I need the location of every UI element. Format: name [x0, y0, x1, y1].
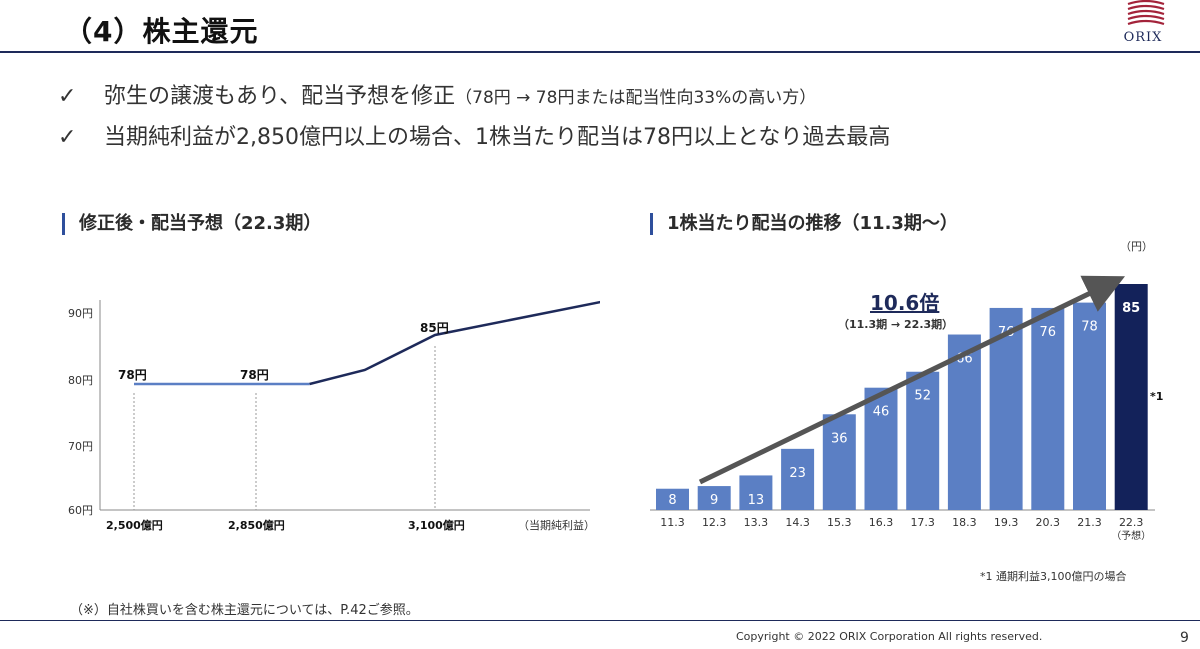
x-tick-label: 13.3: [744, 516, 769, 529]
unit-label: （円）: [1120, 240, 1153, 253]
x-tick-label: 17.3: [910, 516, 935, 529]
bar: [781, 448, 815, 510]
x-tick-sublabel: （予想）: [1111, 529, 1151, 542]
x-tick-label: 3,100億円: [408, 518, 465, 532]
x-tick-label: 21.3: [1077, 516, 1102, 529]
x-tick-label: 18.3: [952, 516, 977, 529]
bar-value-label: 76: [1040, 325, 1057, 340]
footer-divider: [0, 620, 1200, 621]
x-tick-label: 2,500億円: [106, 518, 163, 532]
x-tick-label: 19.3: [994, 516, 1019, 529]
bar: [1073, 302, 1106, 510]
footer-note: （※）自社株買いを含む株主還元については、P.42ご参照。: [70, 603, 419, 618]
value-annotation: 78円: [118, 368, 147, 382]
slide-title: （4）株主還元: [64, 15, 259, 48]
x-axis-label: （当期純利益）: [518, 518, 595, 532]
bullet-1-text: 弥生の譲渡もあり、配当予想を修正: [104, 84, 456, 109]
x-tick-label: 15.3: [827, 516, 852, 529]
chart-footnote: *1 通期利益3,100億円の場合: [980, 570, 1127, 583]
bar: [822, 414, 856, 510]
bar-value-label: 36: [831, 431, 848, 446]
growth-label: 10.6倍: [870, 291, 939, 315]
page-number: 9: [1180, 630, 1189, 646]
header-divider: [0, 51, 1200, 53]
value-annotation: 85円: [420, 321, 449, 335]
orix-logo-icon: [1127, 0, 1165, 26]
bar-value-label: 23: [789, 466, 806, 481]
x-tick-label: 16.3: [869, 516, 894, 529]
bar-value-label: 52: [914, 389, 931, 404]
bar: [906, 371, 940, 510]
dividend-forecast-line-chart: 90円 80円 70円 60円 78円 78円 85円 2,500億円 2,85…: [68, 300, 600, 532]
growth-sublabel: （11.3期 → 22.3期）: [838, 317, 953, 331]
growth-arrow-icon: [698, 275, 1126, 485]
forecast-bar: [1114, 284, 1148, 510]
left-section-title: 修正後・配当予想（22.3期）: [62, 213, 321, 235]
logo-text: ORIX: [1123, 30, 1163, 45]
bar-value-label: 8: [668, 493, 676, 508]
dividend-per-share-bar-chart: （円） 8 11.3 9 12.3 13 13.3 23 14.3 36 15.3 46 16.3 52…: [650, 240, 1163, 542]
bar: [697, 486, 731, 510]
x-tick-label: 11.3: [660, 516, 685, 529]
bullet-1: ✓ 弥生の譲渡もあり、配当予想を修正（78円 → 78円または配当性向33%の高い…: [58, 78, 816, 110]
bar: [656, 488, 689, 510]
bar: [1031, 307, 1065, 510]
x-tick-label: 2,850億円: [228, 518, 285, 532]
bar-value-label: 78: [1081, 320, 1098, 335]
bar-value-label: 9: [710, 493, 718, 508]
bullet-1-note: （78円 → 78円または配当性向33%の高い方）: [455, 88, 817, 108]
x-tick-label: 20.3: [1036, 516, 1061, 529]
bar-value-label: 46: [873, 405, 890, 420]
right-section-title: 1株当たり配当の推移（11.3期〜）: [650, 213, 958, 235]
y-tick-label: 60円: [68, 504, 93, 517]
forecast-marker: *1: [1150, 390, 1163, 403]
bar-value-label: 85: [1122, 301, 1140, 316]
bar: [864, 387, 898, 510]
y-tick-label: 80円: [68, 374, 93, 387]
value-annotation: 78円: [240, 368, 269, 382]
x-tick-label: 12.3: [702, 516, 727, 529]
rising-dividend-series: [309, 300, 600, 386]
x-tick-label: 14.3: [785, 516, 810, 529]
y-tick-label: 70円: [68, 440, 93, 453]
bullet-2-text: 当期純利益が2,850億円以上の場合、1株当たり配当は78円以上となり過去最高: [104, 125, 891, 150]
copyright-text: Copyright © 2022 ORIX Corporation All ri…: [736, 630, 1043, 643]
x-tick-label: 22.3: [1119, 516, 1144, 529]
check-mark-icon: ✓: [58, 84, 77, 109]
check-mark-icon: ✓: [58, 125, 77, 150]
y-tick-label: 90円: [68, 307, 93, 320]
bar-value-label: 13: [748, 493, 765, 508]
bar: [739, 475, 773, 510]
slide-header: （4）株主還元 ORIX: [0, 0, 1200, 53]
bar: [947, 334, 981, 510]
bullet-2: ✓ 当期純利益が2,850億円以上の場合、1株当たり配当は78円以上となり過去最高: [58, 119, 890, 151]
